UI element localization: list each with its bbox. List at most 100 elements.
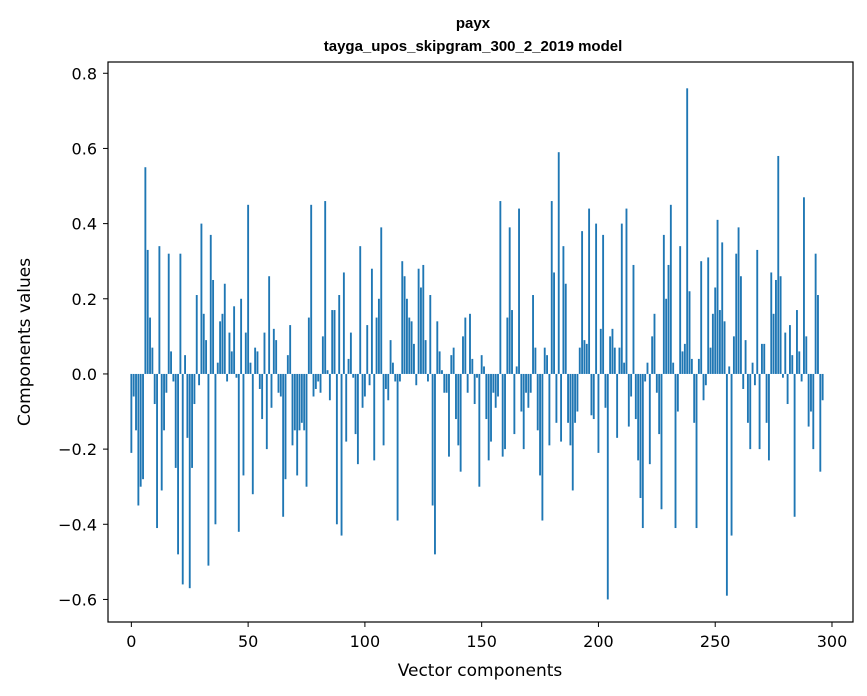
- bar-component-42: [228, 332, 231, 374]
- bar-component-180: [550, 201, 553, 374]
- bar-component-52: [251, 373, 254, 495]
- bar-component-112: [391, 362, 394, 374]
- bar-component-239: [688, 291, 691, 374]
- bar-component-157: [497, 373, 499, 397]
- y-tick-label: −0.6: [58, 590, 97, 609]
- x-tick-label: 250: [700, 632, 731, 651]
- bar-component-205: [609, 336, 612, 374]
- bar-component-255: [725, 373, 728, 596]
- bar-component-86: [331, 310, 334, 374]
- bar-component-178: [546, 355, 548, 374]
- bar-component-124: [420, 287, 422, 374]
- bar-component-121: [413, 343, 415, 374]
- bar-component-7: [146, 249, 149, 374]
- bar-component-104: [373, 373, 376, 461]
- bar-component-286: [798, 351, 801, 374]
- bar-component-186: [564, 283, 567, 374]
- bar-component-273: [767, 373, 770, 461]
- x-tick-label: 150: [466, 632, 497, 651]
- bar-component-149: [478, 373, 481, 487]
- bar-component-148: [476, 373, 478, 378]
- bar-component-34: [209, 234, 212, 374]
- bar-component-197: [590, 373, 593, 416]
- bar-component-221: [646, 362, 649, 374]
- bar-component-40: [223, 283, 226, 374]
- bar-component-12: [158, 246, 161, 374]
- bar-component-10: [153, 373, 156, 405]
- bar-component-110: [387, 373, 390, 401]
- bar-component-220: [644, 373, 647, 382]
- bar-component-129: [431, 373, 434, 506]
- bar-component-132: [438, 351, 441, 374]
- bar-component-207: [613, 347, 616, 374]
- bar-component-84: [326, 370, 329, 374]
- bar-component-226: [658, 373, 661, 435]
- bar-component-59: [268, 276, 271, 374]
- bar-component-233: [674, 373, 677, 529]
- bar-component-176: [541, 373, 544, 521]
- bar-component-14: [163, 373, 165, 431]
- bar-component-161: [506, 317, 509, 374]
- bar-component-224: [653, 313, 656, 374]
- bar-component-209: [618, 347, 621, 374]
- bar-component-152: [485, 373, 488, 420]
- bar-component-55: [258, 373, 261, 389]
- bar-component-6: [144, 167, 147, 374]
- bar-component-48: [242, 373, 245, 476]
- bar-component-260: [737, 227, 740, 374]
- bar-component-93: [347, 358, 350, 374]
- y-axis-label: Components values: [15, 258, 35, 426]
- bar-component-56: [261, 373, 264, 420]
- bar-component-289: [805, 336, 808, 374]
- bar-component-177: [543, 347, 546, 374]
- chart-subtitle: tayga_upos_skipgram_300_2_2019 model: [324, 38, 623, 55]
- bar-component-227: [660, 373, 663, 510]
- bar-component-109: [384, 373, 387, 389]
- bar-component-91: [342, 272, 345, 374]
- bar-component-199: [595, 223, 598, 374]
- bar-component-133: [441, 370, 443, 374]
- bar-component-213: [627, 373, 630, 427]
- bar-series: [130, 88, 824, 600]
- bar-component-51: [249, 362, 252, 374]
- bar-component-258: [732, 336, 735, 374]
- bar-component-32: [205, 340, 208, 374]
- bar-component-36: [214, 373, 217, 525]
- bar-component-216: [634, 373, 637, 420]
- bar-component-241: [693, 373, 696, 423]
- bar-component-81: [319, 373, 322, 393]
- bar-component-19: [174, 373, 177, 468]
- bar-component-240: [690, 358, 693, 374]
- bar-component-228: [662, 234, 665, 374]
- bar-component-158: [499, 201, 502, 374]
- bar-component-41: [226, 373, 229, 382]
- bar-component-166: [518, 208, 520, 374]
- bar-component-101: [366, 325, 369, 374]
- bar-component-16: [167, 253, 170, 374]
- bar-component-208: [616, 373, 619, 438]
- bar-component-164: [513, 373, 516, 435]
- bar-component-2: [135, 373, 137, 431]
- bar-component-100: [363, 373, 366, 397]
- bar-component-288: [803, 197, 805, 374]
- bar-component-144: [466, 373, 469, 393]
- bar-component-66: [284, 373, 287, 480]
- bar-component-193: [581, 231, 584, 374]
- bar-component-159: [501, 373, 504, 457]
- bar-component-182: [555, 373, 558, 423]
- bar-component-61: [272, 328, 275, 374]
- bar-component-87: [333, 310, 336, 374]
- bar-component-111: [389, 340, 392, 374]
- bar-component-284: [793, 373, 796, 517]
- bar-component-264: [746, 373, 749, 423]
- bar-component-128: [429, 295, 432, 374]
- bar-component-25: [188, 373, 191, 589]
- bar-component-26: [191, 373, 194, 468]
- bar-component-22: [181, 373, 184, 585]
- bar-component-243: [697, 358, 700, 374]
- bar-component-0: [130, 373, 133, 453]
- bar-component-60: [270, 373, 273, 408]
- bar-component-254: [723, 321, 726, 374]
- bar-component-188: [569, 373, 572, 446]
